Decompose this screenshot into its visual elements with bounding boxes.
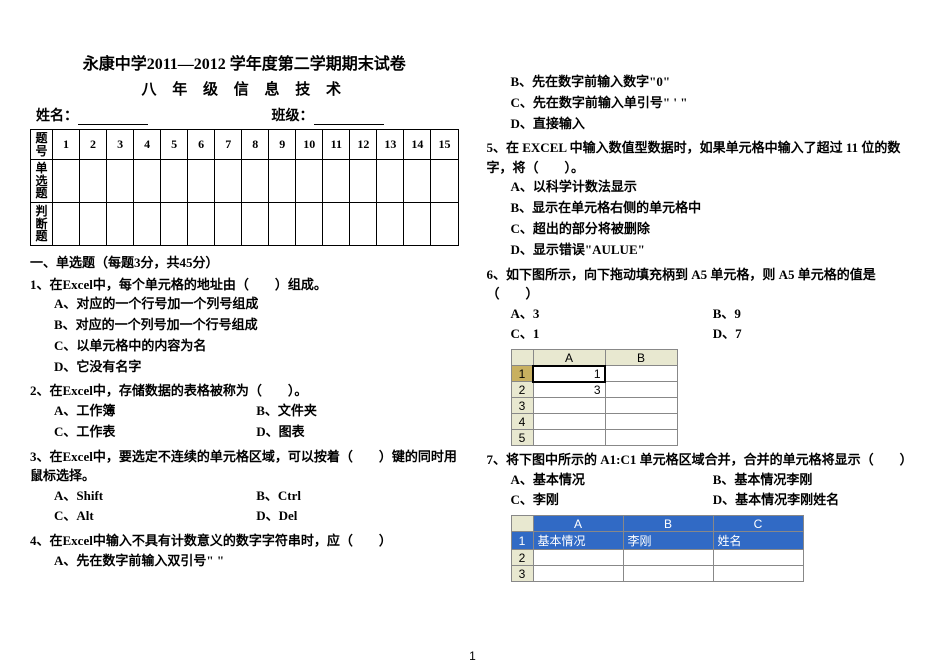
q6-b: B、9 [713, 304, 915, 325]
sheetB-col-B: B [623, 516, 713, 532]
q4: 4、在Excel中输入不具有计数意义的数字字符串时，应（ ） [30, 531, 459, 551]
sheetA-col-A: A [533, 350, 605, 366]
sheetA-row-2: 2 [511, 382, 533, 398]
q1-b: B、对应的一个列号加一个行号组成 [54, 315, 459, 336]
name-label: 姓名： [36, 109, 78, 124]
q5-b: B、显示在单元格右侧的单元格中 [511, 198, 916, 219]
q7-c: C、李刚 [511, 490, 713, 511]
q5-d: D、显示错误"AULUE" [511, 240, 916, 261]
name-blank [78, 124, 148, 125]
q3-c: C、Alt [54, 506, 256, 527]
q2-a: A、工作簿 [54, 401, 256, 422]
title-sub: 八 年 级 信 息 技 术 [30, 78, 459, 99]
q2-d: D、图表 [256, 422, 458, 443]
q6-c: C、1 [511, 324, 713, 345]
grid-judge-row: 判断题 [31, 202, 459, 245]
answer-grid: 题号 1 2 3 4 5 6 7 8 9 10 11 12 13 14 15 单… [30, 129, 459, 246]
sheetB-A1: 基本情况 [533, 532, 623, 550]
q5: 5、在 EXCEL 中输入数值型数据时，如果单元格中输入了超过 11 位的数字，… [487, 138, 916, 177]
q5-a: A、以科学计数法显示 [511, 177, 916, 198]
q1-a: A、对应的一个行号加一个列号组成 [54, 294, 459, 315]
q6-sheet: A B 1 1 2 3 3 4 5 [511, 349, 678, 446]
q6-a: A、3 [511, 304, 713, 325]
q2-b: B、文件夹 [256, 401, 458, 422]
class-label: 班级： [272, 109, 314, 124]
sheetA-row-5: 5 [511, 430, 533, 446]
right-column: B、先在数字前输入数字"0" C、先在数字前输入单引号" ' " D、直接输入 … [487, 20, 916, 582]
sheetB-row-3: 3 [511, 566, 533, 582]
sheetA-row-1: 1 [511, 366, 533, 382]
sheetA-B2 [605, 382, 677, 398]
q7-sheet: A B C 1 基本情况 李刚 姓名 2 3 [511, 515, 804, 582]
title-main: 永康中学2011—2012 学年度第二学期期末试卷 [30, 50, 459, 74]
sheetA-A1: 1 [533, 366, 605, 382]
page-number: 1 [0, 649, 945, 663]
q7: 7、将下图中所示的 A1:C1 单元格区域合并，合并的单元格将显示（ ） [487, 450, 916, 470]
grid-head-qnum: 题号 [31, 130, 53, 160]
sheetB-corner [511, 516, 533, 532]
sheetA-row-4: 4 [511, 414, 533, 430]
grid-single-row: 单选题 [31, 160, 459, 203]
q4-d: D、直接输入 [511, 114, 916, 135]
grid-header-row: 题号 1 2 3 4 5 6 7 8 9 10 11 12 13 14 15 [31, 130, 459, 160]
sheetB-col-C: C [713, 516, 803, 532]
sheetA-row-3: 3 [511, 398, 533, 414]
q7-a: A、基本情况 [511, 470, 713, 491]
q3-d: D、Del [256, 506, 458, 527]
q6-d: D、7 [713, 324, 915, 345]
q5-c: C、超出的部分将被删除 [511, 219, 916, 240]
grid-head-single: 单选题 [31, 160, 53, 203]
q1: 1、在Excel中，每个单元格的地址由（ ）组成。 [30, 275, 459, 295]
q2: 2、在Excel中，存储数据的表格被称为（ ）。 [30, 381, 459, 401]
sheetB-C1: 姓名 [713, 532, 803, 550]
q3: 3、在Excel中，要选定不连续的单元格区域，可以按着（ ）键的同时用鼠标选择。 [30, 447, 459, 486]
q4-b: B、先在数字前输入数字"0" [511, 72, 916, 93]
sheetA-B1 [605, 366, 677, 382]
class-blank [314, 124, 384, 125]
sheetA-col-B: B [605, 350, 677, 366]
q3-b: B、Ctrl [256, 486, 458, 507]
q3-a: A、Shift [54, 486, 256, 507]
sheetB-row-2: 2 [511, 550, 533, 566]
q6: 6、如下图所示，向下拖动填充柄到 A5 单元格，则 A5 单元格的值是（ ） [487, 265, 916, 304]
sheetA-corner [511, 350, 533, 366]
q2-c: C、工作表 [54, 422, 256, 443]
sheetB-row-1: 1 [511, 532, 533, 550]
q1-d: D、它没有名字 [54, 357, 459, 378]
sheetB-col-A: A [533, 516, 623, 532]
left-column: 永康中学2011—2012 学年度第二学期期末试卷 八 年 级 信 息 技 术 … [30, 20, 459, 582]
q4-c: C、先在数字前输入单引号" ' " [511, 93, 916, 114]
name-class-row: 姓名： 班级： [30, 105, 459, 125]
section-1-heading: 一、单选题（每题3分，共45分） [30, 252, 459, 271]
sheetA-A2: 3 [533, 382, 605, 398]
grid-head-judge: 判断题 [31, 202, 53, 245]
q1-c: C、以单元格中的内容为名 [54, 336, 459, 357]
q4-a: A、先在数字前输入双引号" " [54, 551, 459, 572]
sheetB-B1: 李刚 [623, 532, 713, 550]
q7-b: B、基本情况李刚 [713, 470, 915, 491]
q7-d: D、基本情况李刚姓名 [713, 490, 915, 511]
